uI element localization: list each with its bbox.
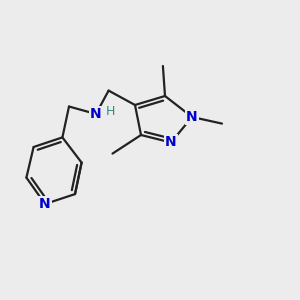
- Text: N: N: [165, 136, 177, 149]
- Text: N: N: [90, 107, 102, 121]
- Text: N: N: [186, 110, 198, 124]
- Text: H: H: [106, 105, 115, 118]
- Text: N: N: [39, 197, 51, 211]
